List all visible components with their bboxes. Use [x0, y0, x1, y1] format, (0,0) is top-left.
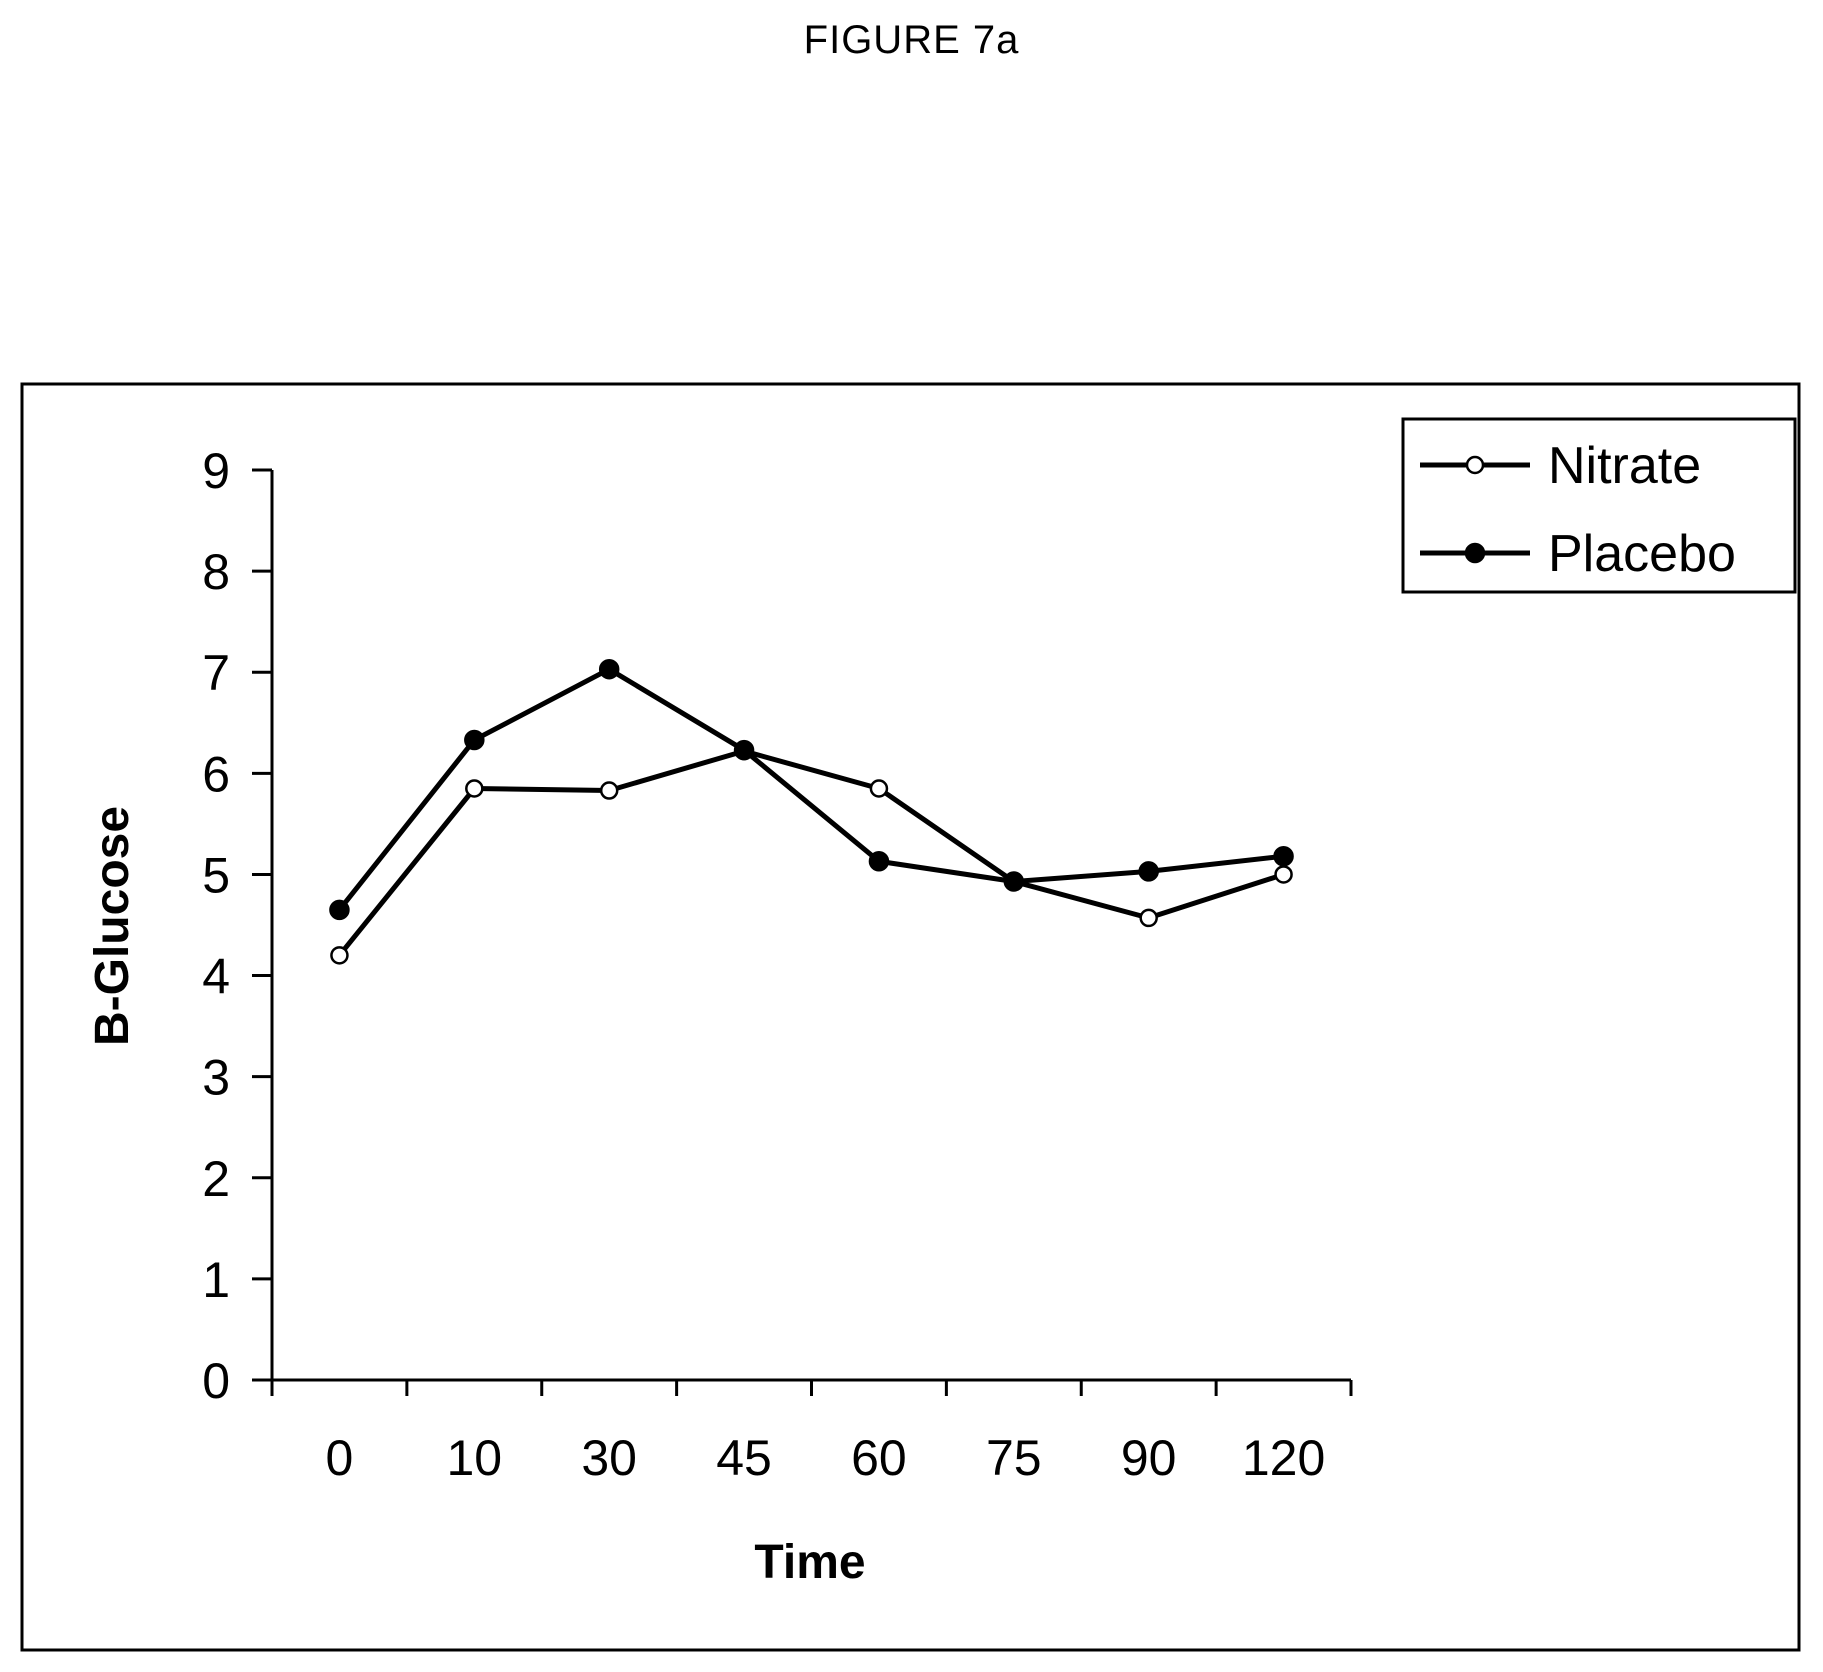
nitrate-point: [1139, 908, 1158, 928]
x-tick-label: 75: [986, 1430, 1042, 1486]
placebo-point: [329, 899, 350, 921]
legend-nitrate-marker: [1465, 455, 1485, 475]
placebo-point: [733, 739, 755, 761]
y-axis-title: B-Glucose: [86, 806, 139, 1046]
legend-nitrate-label: Nitrate: [1548, 437, 1701, 495]
x-tick-label: 45: [716, 1430, 772, 1486]
placebo-series-line: [337, 666, 1284, 912]
nitrate-point: [465, 779, 484, 798]
legend-box: [1401, 417, 1797, 594]
placebo-point: [868, 851, 890, 872]
x-axis-title: Time: [754, 1536, 865, 1589]
nitrate-point: [330, 946, 349, 965]
legend-placebo-marker: [1464, 542, 1486, 564]
x-tick-label: 30: [581, 1430, 637, 1486]
nitrate-point: [869, 779, 889, 798]
y-tick-label: 0: [202, 1353, 230, 1409]
placebo-point: [1273, 845, 1294, 867]
y-tick-label: 5: [202, 847, 230, 903]
y-tick-label: 4: [202, 949, 230, 1005]
y-tick-label: 3: [202, 1050, 230, 1106]
nitrate-point: [1274, 865, 1293, 884]
placebo-point: [598, 658, 620, 680]
x-tick-label: 60: [851, 1430, 907, 1486]
placebo-point: [1003, 871, 1025, 892]
nitrate-series-line: [337, 748, 1285, 957]
y-tick-label: 1: [202, 1252, 230, 1308]
legend-placebo-label: Placebo: [1548, 525, 1736, 583]
y-tick-label: 9: [202, 443, 230, 499]
nitrate-point: [599, 781, 619, 800]
legend: Nitrate Placebo: [1401, 417, 1797, 594]
x-tick-label: 90: [1121, 1430, 1177, 1486]
x-tick-label: 0: [326, 1430, 354, 1486]
y-tick-label: 2: [202, 1151, 230, 1207]
x-tick-label: 120: [1242, 1430, 1325, 1486]
y-tick-label: 8: [202, 544, 230, 600]
chart-frame: [20, 382, 1801, 1652]
x-tick-label: 10: [447, 1430, 503, 1486]
placebo-point: [464, 729, 485, 751]
y-tick-label: 6: [202, 746, 230, 802]
placebo-point: [1138, 861, 1159, 882]
y-tick-label: 7: [202, 645, 230, 701]
figure-title: FIGURE 7a: [803, 18, 1020, 62]
